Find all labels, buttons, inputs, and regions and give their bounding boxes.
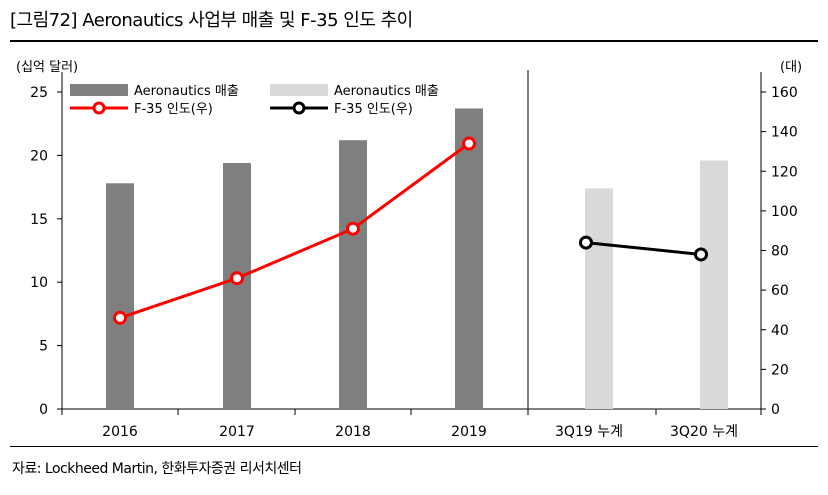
revenue-bar (455, 108, 483, 409)
right-y-tick-label: 140 (771, 125, 798, 141)
right-y-tick-label: 40 (771, 323, 789, 339)
legend-label-revenue: Aeronautics 매출 (134, 84, 239, 99)
right-y-tick-label: 60 (771, 283, 789, 299)
f35-delivery-point (462, 136, 476, 151)
left-y-tick-label: 15 (30, 212, 48, 228)
x-category-label: 2018 (335, 424, 371, 440)
figure-title: [그림72] Aeronautics 사업부 매출 및 F-35 인도 추이 (10, 10, 413, 31)
bars-layer (106, 108, 728, 409)
f35-delivery-ytd-point (579, 235, 593, 250)
right-y-tick-label: 20 (771, 362, 789, 378)
legend-swatch-revenue (70, 84, 128, 96)
legend-swatch-f35-ytd-marker (292, 101, 306, 115)
labels-layer: 0 5 10 15 20 25 (십억 달러) 0 20 40 60 80 100 120 140 160 (대… (16, 60, 802, 440)
f35-delivery-ytd-line (585, 241, 702, 256)
f35-delivery-ytd-point (694, 247, 708, 262)
left-y-tick-label: 25 (30, 85, 48, 101)
right-y-tick-label: 120 (771, 164, 798, 180)
left-y-tick-label: 20 (30, 148, 48, 164)
left-y-tick-label: 0 (39, 402, 48, 418)
f35-delivery-line (119, 142, 470, 320)
right-y-tick-label: 80 (771, 244, 789, 260)
right-y-tick-label: 160 (771, 85, 798, 101)
legend-swatch-f35-marker (92, 101, 106, 115)
right-y-axis-label: (대) (780, 60, 802, 75)
revenue-bar (223, 163, 251, 409)
right-y-tick-label: 0 (771, 402, 780, 418)
legend-swatch-revenue-ytd (270, 84, 328, 96)
x-category-label: 2016 (102, 424, 138, 440)
x-category-label: 3Q20 누계 (670, 424, 738, 440)
title-rule (10, 40, 818, 42)
legend-layer: Aeronautics 매출 F-35 인도(우) Aeronautics 매출 F-… (70, 84, 439, 117)
left-y-axis-label: (십억 달러) (16, 60, 78, 75)
lines-layer (113, 136, 708, 325)
legend-label-f35: F-35 인도(우) (134, 102, 213, 117)
source-rule (10, 446, 818, 447)
revenue-bar (339, 140, 367, 409)
revenue-ytd-bar (585, 188, 613, 409)
f35-delivery-point (230, 271, 244, 286)
left-y-tick-label: 5 (39, 339, 48, 355)
left-y-tick-label: 10 (30, 275, 48, 291)
f35-delivery-point (113, 310, 127, 325)
right-y-tick-label: 100 (771, 204, 798, 220)
x-category-label: 2017 (219, 424, 255, 440)
f35-delivery-point (346, 221, 360, 236)
revenue-ytd-bar (700, 160, 728, 409)
x-category-label: 3Q19 누계 (555, 424, 623, 440)
revenue-bar (106, 183, 134, 409)
source-note: 자료: Lockheed Martin, 한화투자증권 리서치센터 (12, 461, 302, 477)
legend-label-revenue-ytd: Aeronautics 매출 (334, 84, 439, 99)
x-category-label: 2019 (451, 424, 487, 440)
legend-label-f35-ytd: F-35 인도(우) (334, 102, 413, 117)
axes-layer (57, 70, 766, 415)
